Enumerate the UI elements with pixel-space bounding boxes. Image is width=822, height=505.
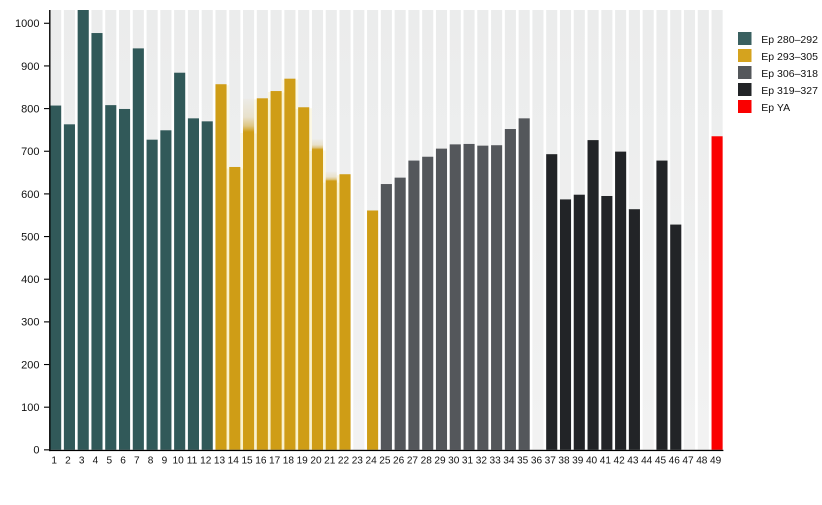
svg-text:16: 16 xyxy=(255,456,267,467)
svg-text:47: 47 xyxy=(682,456,694,467)
svg-text:800: 800 xyxy=(21,103,39,115)
svg-text:1: 1 xyxy=(51,456,57,467)
svg-text:29: 29 xyxy=(434,456,446,467)
svg-text:36: 36 xyxy=(531,456,543,467)
svg-text:48: 48 xyxy=(696,456,708,467)
svg-text:31: 31 xyxy=(462,456,474,467)
svg-text:200: 200 xyxy=(21,359,39,371)
svg-text:24: 24 xyxy=(365,456,377,467)
svg-text:11: 11 xyxy=(187,456,198,467)
svg-text:400: 400 xyxy=(21,274,39,286)
svg-text:8: 8 xyxy=(148,456,154,467)
svg-text:Ep YA: Ep YA xyxy=(761,102,790,114)
svg-text:300: 300 xyxy=(21,317,39,329)
svg-text:9: 9 xyxy=(162,456,168,467)
svg-text:700: 700 xyxy=(21,146,39,158)
svg-text:37: 37 xyxy=(545,456,557,467)
svg-text:10: 10 xyxy=(173,456,185,467)
svg-text:1000: 1000 xyxy=(15,18,39,30)
svg-text:600: 600 xyxy=(21,189,39,201)
svg-text:Ep 280–292: Ep 280–292 xyxy=(761,34,818,46)
svg-text:12: 12 xyxy=(200,456,212,467)
svg-text:41: 41 xyxy=(600,456,612,467)
svg-text:30: 30 xyxy=(448,456,460,467)
svg-text:35: 35 xyxy=(517,456,529,467)
svg-text:40: 40 xyxy=(586,456,598,467)
svg-text:2: 2 xyxy=(65,456,71,467)
svg-text:23: 23 xyxy=(352,456,364,467)
svg-text:0: 0 xyxy=(33,445,39,457)
svg-text:17: 17 xyxy=(269,456,281,467)
svg-text:32: 32 xyxy=(476,456,488,467)
svg-text:5: 5 xyxy=(106,456,112,467)
svg-text:3: 3 xyxy=(79,456,85,467)
svg-text:13: 13 xyxy=(214,456,226,467)
svg-text:38: 38 xyxy=(558,456,570,467)
svg-text:45: 45 xyxy=(655,456,667,467)
svg-text:18: 18 xyxy=(283,456,295,467)
svg-text:46: 46 xyxy=(669,456,681,467)
svg-text:Ep 293–305: Ep 293–305 xyxy=(761,51,818,63)
svg-text:19: 19 xyxy=(297,456,309,467)
svg-text:43: 43 xyxy=(627,456,639,467)
svg-text:42: 42 xyxy=(614,456,626,467)
svg-text:26: 26 xyxy=(393,456,405,467)
svg-text:Ep 319–327: Ep 319–327 xyxy=(761,85,818,97)
svg-text:25: 25 xyxy=(379,456,391,467)
svg-text:39: 39 xyxy=(572,456,584,467)
svg-text:34: 34 xyxy=(503,456,515,467)
svg-text:15: 15 xyxy=(241,456,253,467)
svg-text:49: 49 xyxy=(710,456,722,467)
svg-text:7: 7 xyxy=(134,456,140,467)
svg-text:20: 20 xyxy=(310,456,322,467)
svg-text:4: 4 xyxy=(93,456,99,467)
svg-text:14: 14 xyxy=(228,456,240,467)
svg-text:900: 900 xyxy=(21,61,39,73)
svg-text:33: 33 xyxy=(489,456,501,467)
svg-text:21: 21 xyxy=(324,456,336,467)
svg-text:Ep 306–318: Ep 306–318 xyxy=(761,68,818,80)
svg-text:22: 22 xyxy=(338,456,350,467)
svg-text:27: 27 xyxy=(407,456,419,467)
svg-text:6: 6 xyxy=(120,456,126,467)
svg-text:44: 44 xyxy=(641,456,653,467)
svg-text:28: 28 xyxy=(421,456,433,467)
svg-text:500: 500 xyxy=(21,231,39,243)
svg-text:100: 100 xyxy=(21,402,39,414)
